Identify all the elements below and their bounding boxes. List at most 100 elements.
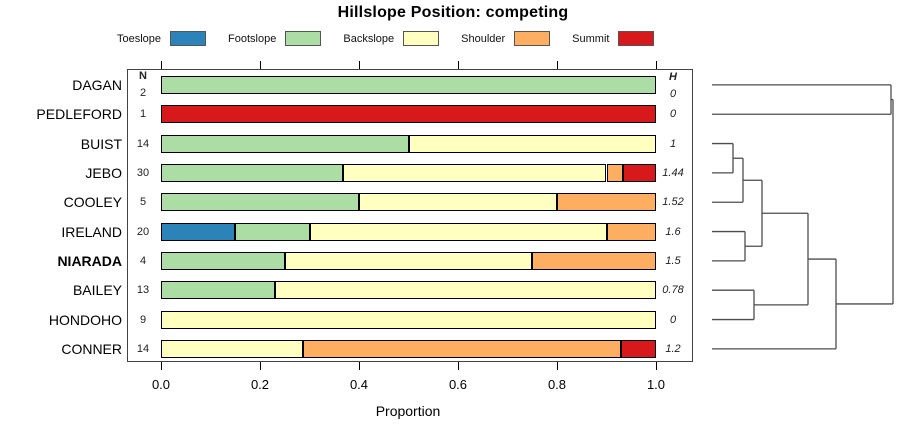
axis-tick (557, 362, 558, 370)
n-value: 20 (136, 225, 150, 238)
h-value: 0.78 (662, 284, 684, 297)
stacked-bar-pedleford (161, 105, 656, 124)
legend-item-shoulder: Shoulder (461, 31, 551, 46)
axis-tick (458, 362, 459, 370)
bar-segment-summit (161, 105, 656, 124)
axis-tick-label: 1.0 (646, 377, 666, 392)
bar-segment-shoulder (532, 251, 656, 270)
legend-label: Backslope (343, 32, 395, 45)
axis-tick (656, 362, 657, 370)
legend-swatch-icon (403, 31, 440, 46)
stacked-bar-ireland (161, 222, 656, 241)
stacked-bar-hondoho (161, 310, 656, 329)
axis-tick-label: 0.8 (547, 377, 567, 392)
legend: Toeslope Footslope Backslope Shoulder Summit (117, 30, 655, 47)
row-label-pedleford: PEDLEFORD (36, 106, 122, 123)
legend-label: Toeslope (117, 32, 162, 45)
bar-segment-backslope (284, 251, 533, 270)
legend-swatch-icon (514, 31, 551, 46)
bar-segment-shoulder (302, 339, 621, 358)
x-axis-title: Proportion (375, 403, 441, 419)
axis-tick-label: 0.6 (448, 377, 468, 392)
stacked-bar-niarada (161, 251, 656, 270)
row-label-cooley: COOLEY (63, 194, 122, 211)
row-label-niarada: NIARADA (57, 252, 122, 269)
axis-tick (260, 61, 261, 69)
legend-item-toeslope: Toeslope (117, 31, 207, 46)
axis-tick (260, 362, 261, 370)
n-value: 30 (136, 166, 150, 179)
n-value: 4 (139, 254, 147, 267)
stacked-bar-buist (161, 134, 656, 153)
row-label-buist: BUIST (80, 135, 122, 152)
h-value: 0 (669, 108, 677, 121)
bar-segment-shoulder (557, 193, 656, 212)
h-column-header: H (669, 71, 677, 83)
legend-swatch-icon (285, 31, 322, 46)
legend-label: Shoulder (461, 32, 506, 45)
axis-tick (359, 362, 360, 370)
axis-tick (161, 362, 162, 370)
legend-label: Footslope (228, 32, 277, 45)
row-label-jebo: JEBO (85, 164, 122, 181)
bar-segment-backslope (359, 193, 557, 212)
axis-tick-label: 0.2 (250, 377, 270, 392)
legend-swatch-icon (170, 31, 207, 46)
plot-box (127, 69, 693, 362)
legend-swatch-icon (618, 31, 655, 46)
axis-tick (359, 61, 360, 69)
n-value: 14 (136, 137, 150, 150)
h-value: 1 (669, 137, 677, 150)
n-value: 13 (136, 284, 150, 297)
axis-tick (161, 61, 162, 69)
legend-item-footslope: Footslope (228, 31, 322, 46)
row-label-bailey: BAILEY (72, 282, 122, 299)
bar-segment-footslope (235, 222, 310, 241)
bar-segment-footslope (161, 134, 409, 153)
n-value: 5 (139, 196, 147, 209)
bar-segment-footslope (161, 75, 656, 94)
axis-tick (557, 61, 558, 69)
axis-tick (656, 61, 657, 69)
n-column-header: N (139, 70, 147, 82)
stacked-bar-bailey (161, 281, 656, 300)
bar-segment-summit (620, 339, 656, 358)
bar-segment-backslope (275, 281, 656, 300)
legend-item-summit: Summit (572, 31, 655, 46)
n-value: 14 (136, 342, 150, 355)
legend-label: Summit (572, 32, 610, 45)
bar-segment-footslope (161, 163, 343, 182)
n-value: 9 (139, 313, 147, 326)
bar-segment-backslope (342, 163, 607, 182)
h-value: 0 (669, 313, 677, 326)
h-value: 1.2 (665, 342, 681, 355)
row-label-ireland: IRELAND (61, 223, 122, 240)
bar-segment-shoulder (606, 163, 623, 182)
legend-item-backslope: Backslope (343, 31, 440, 46)
row-label-dagan: DAGAN (72, 76, 122, 93)
stacked-bar-conner (161, 339, 656, 358)
h-value: 1.5 (665, 254, 681, 267)
bar-segment-backslope (161, 310, 656, 329)
bar-segment-shoulder (606, 222, 656, 241)
row-label-conner: CONNER (61, 340, 122, 357)
stacked-bar-cooley (161, 193, 656, 212)
bar-segment-footslope (161, 193, 359, 212)
chart-title: Hillslope Position: competing (337, 4, 569, 21)
bar-segment-footslope (161, 251, 285, 270)
stacked-bar-dagan (161, 75, 656, 94)
axis-tick (458, 61, 459, 69)
bar-segment-footslope (161, 281, 276, 300)
bar-segment-backslope (309, 222, 607, 241)
row-label-hondoho: HONDOHO (48, 311, 122, 328)
h-value: 1.6 (665, 225, 681, 238)
axis-tick-label: 0.4 (349, 377, 369, 392)
bar-segment-toeslope (161, 222, 236, 241)
n-value: 2 (139, 86, 147, 99)
bar-segment-backslope (161, 339, 303, 358)
bar-segment-summit (622, 163, 656, 182)
n-value: 1 (139, 108, 147, 121)
h-value: 1.44 (662, 166, 684, 179)
h-value: 0 (669, 87, 677, 100)
